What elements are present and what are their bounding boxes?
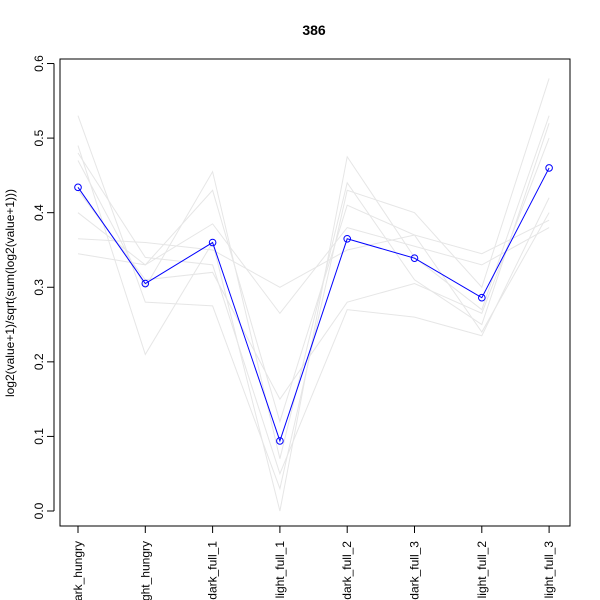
y-tick-label: 0.0	[32, 502, 46, 519]
y-tick-label: 0.5	[32, 129, 46, 146]
highlight-data-point	[276, 437, 284, 445]
y-tick-label: 0.6	[32, 55, 46, 72]
x-tick-label: light_full_3	[542, 541, 556, 599]
y-axis: 0.0 0.1 0.2 0.3 0.4 0.5 0.6	[32, 55, 55, 519]
highlight-data-point	[141, 279, 150, 288]
chart-title: 386	[302, 22, 326, 38]
background-series-group	[77, 78, 550, 512]
x-tick-label: ght_hungry	[138, 541, 152, 600]
highlight-data-point	[478, 293, 486, 302]
y-tick-label: 0.2	[32, 353, 46, 370]
background-series-line	[77, 115, 550, 512]
x-tick-label: light_full_1	[273, 541, 287, 599]
background-series-line	[77, 123, 550, 459]
plot-frame	[59, 58, 571, 527]
x-tick-label: dark_full_2	[340, 541, 354, 600]
background-series-line	[77, 137, 550, 401]
x-tick-label: ark_hungry	[71, 541, 85, 600]
highlight-data-point	[74, 183, 82, 192]
highlight-data-point	[410, 254, 419, 262]
x-tick-label: dark_full_1	[206, 541, 220, 600]
highlight-data-point	[343, 234, 352, 243]
highlight-series-line	[77, 167, 550, 443]
background-series-line	[77, 189, 550, 424]
y-tick-label: 0.3	[32, 279, 46, 296]
background-series-line	[77, 219, 550, 288]
background-series-line	[77, 152, 550, 476]
x-tick-label: light_full_2	[475, 541, 489, 599]
x-tick-label: dark_full_3	[408, 541, 422, 600]
highlight-data-point	[208, 238, 217, 247]
y-axis-label: log2(value+1)/sqrt(sum(log2(value+1)))	[3, 189, 17, 397]
y-tick-label: 0.4	[32, 204, 46, 221]
x-axis: ark_hungry ght_hungry dark_full_1 light_ful…	[71, 525, 556, 600]
highlight-data-point	[545, 164, 553, 172]
y-tick-label: 0.1	[32, 428, 46, 445]
background-series-line	[77, 223, 550, 315]
highlight-series-group	[74, 164, 553, 445]
